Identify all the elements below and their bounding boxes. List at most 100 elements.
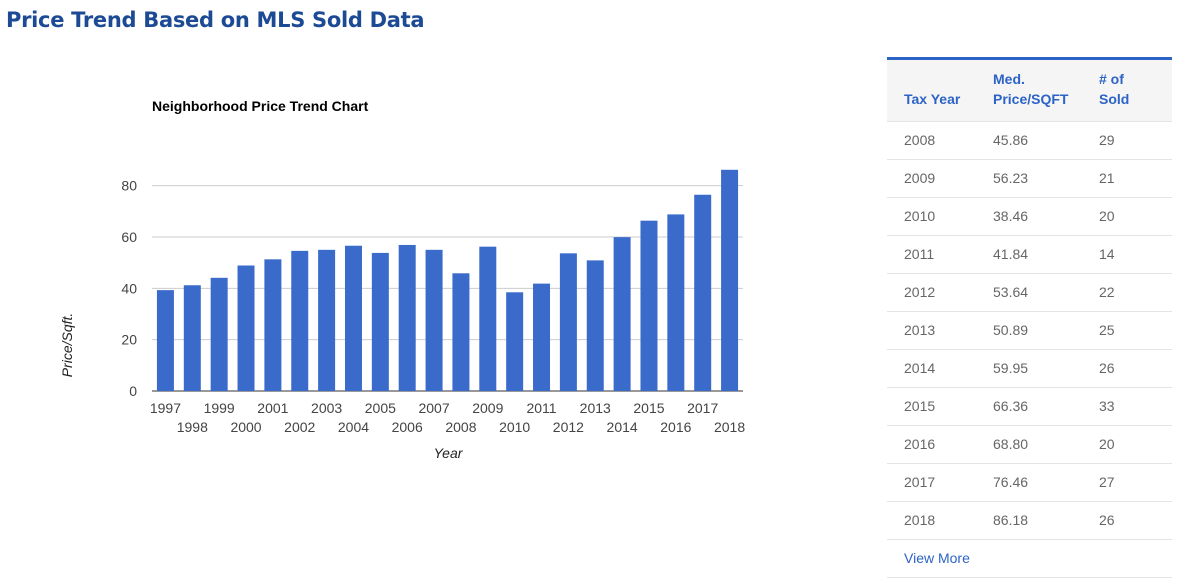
bar-2014 <box>613 237 631 391</box>
cell-year: 2009 <box>887 159 993 198</box>
bar-1997 <box>156 290 174 391</box>
table-row: 2013 50.89 25 <box>887 311 1172 350</box>
cell-price: 53.64 <box>993 273 1099 312</box>
table-row: 2009 56.23 21 <box>887 159 1172 198</box>
header-med-price: Med. Price/SQFT <box>993 60 1099 122</box>
bar-1998 <box>183 285 201 391</box>
x-tick-label: 2013 <box>580 400 611 416</box>
bar-2018 <box>721 169 739 391</box>
bar-2001 <box>264 259 282 391</box>
bar-1999 <box>210 277 228 391</box>
cell-year: 2017 <box>887 463 993 502</box>
bar-2011 <box>533 283 551 391</box>
bar-2007 <box>425 249 443 391</box>
cell-price: 59.95 <box>993 349 1099 388</box>
x-tick-label: 2006 <box>392 419 423 435</box>
y-axis-title: Price/Sqft. <box>59 313 75 378</box>
table-row: 2017 76.46 27 <box>887 463 1172 502</box>
cell-price: 41.84 <box>993 235 1099 274</box>
view-more-link[interactable]: View More <box>887 539 1172 578</box>
cell-year: 2015 <box>887 387 993 426</box>
bar-2016 <box>667 214 685 391</box>
cell-price: 86.18 <box>993 501 1099 540</box>
x-tick-label: 2017 <box>687 400 718 416</box>
price-table-container: Tax Year Med. Price/SQFT # of Sold 2008 … <box>887 57 1172 578</box>
cell-year: 2018 <box>887 501 993 540</box>
bar-2000 <box>237 265 255 391</box>
x-tick-label: 2010 <box>499 419 530 435</box>
table-row: 2010 38.46 20 <box>887 197 1172 236</box>
table-row: 2012 53.64 22 <box>887 273 1172 312</box>
cell-sold: 14 <box>1099 235 1172 274</box>
header-tax-year-label: Tax Year <box>904 90 961 107</box>
bar-2005 <box>371 252 389 391</box>
x-tick-label: 2015 <box>633 400 664 416</box>
chart-bars <box>156 169 739 391</box>
cell-sold: 20 <box>1099 425 1172 464</box>
cell-price: 38.46 <box>993 197 1099 236</box>
y-tick-label: 0 <box>129 383 137 399</box>
x-tick-label: 2008 <box>445 419 476 435</box>
x-tick-label: 2012 <box>553 419 584 435</box>
cell-price: 76.46 <box>993 463 1099 502</box>
cell-price: 66.36 <box>993 387 1099 426</box>
chart-x-ticks: 1997 1998 1999 2000 2001 2002 2003 2004 2005 2006… <box>150 400 745 435</box>
table-row: 2008 45.86 29 <box>887 121 1172 160</box>
table-row: 2016 68.80 20 <box>887 425 1172 464</box>
cell-sold: 20 <box>1099 197 1172 236</box>
table-header-row: Tax Year Med. Price/SQFT # of Sold <box>887 60 1172 122</box>
chart-svg: Neighborhood Price Trend Chart 0 20 40 60 80… <box>59 98 745 461</box>
cell-year: 2012 <box>887 273 993 312</box>
x-tick-label: 2018 <box>714 419 745 435</box>
header-med-price-line1: Med. <box>993 70 1025 87</box>
x-tick-label: 2000 <box>230 419 261 435</box>
cell-sold: 25 <box>1099 311 1172 350</box>
bar-2002 <box>291 250 309 391</box>
bar-2010 <box>506 292 524 391</box>
cell-sold: 26 <box>1099 501 1172 540</box>
x-tick-label: 2002 <box>284 419 315 435</box>
bar-2013 <box>586 260 604 391</box>
bar-2003 <box>318 249 336 391</box>
bar-2012 <box>559 253 577 391</box>
cell-sold: 21 <box>1099 159 1172 198</box>
x-tick-label: 2004 <box>338 419 369 435</box>
price-table: Tax Year Med. Price/SQFT # of Sold 2008 … <box>887 60 1172 578</box>
bar-2017 <box>694 194 712 391</box>
cell-year: 2016 <box>887 425 993 464</box>
cell-sold: 22 <box>1099 273 1172 312</box>
view-more-row: View More <box>887 539 1172 578</box>
x-tick-label: 1999 <box>204 400 235 416</box>
price-trend-chart: Neighborhood Price Trend Chart 0 20 40 60 80… <box>0 80 800 480</box>
cell-price: 45.86 <box>993 121 1099 160</box>
x-tick-label: 1997 <box>150 400 181 416</box>
bar-2006 <box>398 244 416 391</box>
cell-year: 2014 <box>887 349 993 388</box>
table-row: 2014 59.95 26 <box>887 349 1172 388</box>
y-tick-label: 80 <box>121 178 137 194</box>
cell-year: 2013 <box>887 311 993 350</box>
bar-2004 <box>344 245 362 391</box>
header-num-sold-line2: Sold <box>1099 90 1130 107</box>
x-axis-title: Year <box>434 445 464 461</box>
x-tick-label: 2014 <box>607 419 638 435</box>
y-tick-label: 20 <box>121 332 137 348</box>
x-tick-label: 1998 <box>177 419 208 435</box>
x-tick-label: 2007 <box>418 400 449 416</box>
x-tick-label: 2005 <box>365 400 396 416</box>
cell-price: 56.23 <box>993 159 1099 198</box>
cell-year: 2010 <box>887 197 993 236</box>
bar-2009 <box>479 246 497 391</box>
x-tick-label: 2016 <box>660 419 691 435</box>
header-tax-year: Tax Year <box>887 60 993 122</box>
x-tick-label: 2009 <box>472 400 503 416</box>
y-tick-label: 60 <box>121 229 137 245</box>
cell-price: 68.80 <box>993 425 1099 464</box>
header-num-sold-line1: # of <box>1099 70 1124 87</box>
cell-price: 50.89 <box>993 311 1099 350</box>
header-num-sold: # of Sold <box>1099 60 1172 122</box>
x-tick-label: 2011 <box>526 400 556 416</box>
table-row: 2015 66.36 33 <box>887 387 1172 426</box>
cell-year: 2011 <box>887 235 993 274</box>
bar-2015 <box>640 220 658 391</box>
